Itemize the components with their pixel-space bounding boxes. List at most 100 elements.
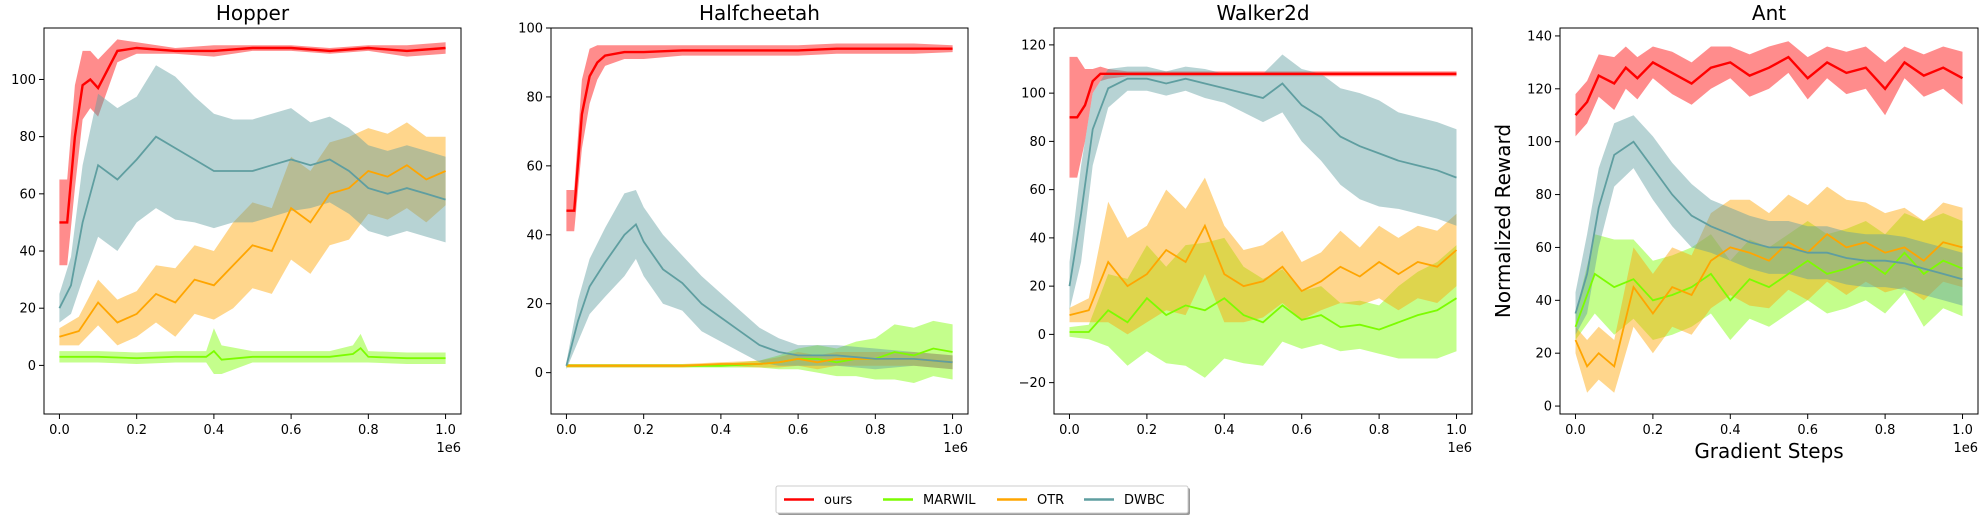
legend-label-otr: OTR xyxy=(1037,493,1064,508)
band-dwbc xyxy=(1575,115,1963,335)
x-tick-label: 0.6 xyxy=(281,423,302,438)
line-dwbc xyxy=(1574,140,1963,314)
y-tick-label: 80 xyxy=(19,130,36,145)
line-dwbc xyxy=(565,222,953,367)
band-marwil xyxy=(59,328,446,374)
y-tick-label: 0 xyxy=(28,359,36,374)
y-tick-label: 100 xyxy=(1527,135,1552,150)
line-dwbc xyxy=(1068,77,1457,287)
line-otr xyxy=(59,164,446,338)
axes-frame xyxy=(1053,27,1473,415)
x-tick-label: 1.0 xyxy=(942,423,963,438)
legend: ours MARWIL OTR DWBC xyxy=(775,485,1190,515)
y-tick-label: −20 xyxy=(1019,376,1046,391)
legend-label-dwbc: DWBC xyxy=(1124,493,1165,508)
x-tick-label: 0.0 xyxy=(49,423,70,438)
x-axis-label: Gradient Steps xyxy=(1694,439,1843,463)
subplot-title: Hopper xyxy=(216,1,290,25)
y-tick-label: 40 xyxy=(19,245,36,260)
subplot-hopper: 0.0 0.2 0.4 0.6 0.8 1.0 0 20 40 60 80 100 1e6 Hopper xyxy=(11,1,462,456)
line-ours xyxy=(566,47,953,212)
x-tick-label: 1.0 xyxy=(1446,423,1467,438)
band-marwil xyxy=(1575,213,1963,340)
x-offset-text: 1e6 xyxy=(943,441,968,456)
band-dwbc xyxy=(566,190,953,370)
x-tick-label: 0.0 xyxy=(1059,423,1080,438)
y-tick-label: 80 xyxy=(1535,188,1552,203)
legend-label-marwil: MARWIL xyxy=(923,493,976,508)
x-offset-text: 1e6 xyxy=(436,441,461,456)
x-tick-label: 0.8 xyxy=(1369,423,1390,438)
x-tick-label: 0.2 xyxy=(633,423,654,438)
y-tick-label: 60 xyxy=(1535,241,1552,256)
y-tick-label: 20 xyxy=(1535,347,1552,362)
x-tick-label: 0.2 xyxy=(126,423,147,438)
band-ours xyxy=(59,39,446,266)
x-tick-label: 0.8 xyxy=(358,423,379,438)
x-tick-label: 0.6 xyxy=(1797,423,1818,438)
x-offset-text: 1e6 xyxy=(1447,441,1472,456)
x-tick-label: 0.0 xyxy=(556,423,577,438)
legend-frame xyxy=(775,485,1189,514)
line-ours xyxy=(1574,55,1964,116)
x-tick-label: 0.6 xyxy=(788,423,809,438)
x-tick-label: 0.8 xyxy=(1875,423,1896,438)
y-tick-label: 80 xyxy=(1029,135,1046,150)
y-tick-label: 60 xyxy=(19,187,36,202)
x-tick-label: 0.8 xyxy=(865,423,886,438)
y-tick-label: 100 xyxy=(11,73,36,88)
y-tick-label: 0 xyxy=(1544,400,1552,415)
subplot-ant: 0.0 0.2 0.4 0.6 0.8 1.0 0 20 40 60 80 100 120 140 1e6 A… xyxy=(1491,1,1979,463)
line-dwbc xyxy=(58,135,446,309)
y-tick-label: 60 xyxy=(526,159,543,174)
subplot-title: Ant xyxy=(1752,1,1786,25)
band-marwil xyxy=(1069,237,1457,378)
x-tick-label: 0.2 xyxy=(1643,423,1664,438)
subplot-title: Halfcheetah xyxy=(699,1,820,25)
line-marwil xyxy=(1574,251,1963,328)
line-marwil xyxy=(1069,296,1457,333)
x-tick-label: 0.4 xyxy=(1214,423,1235,438)
band-otr xyxy=(1575,186,1963,393)
line-otr xyxy=(1574,233,1963,369)
subplot-title: Walker2d xyxy=(1216,1,1309,25)
axes-frame xyxy=(550,27,969,415)
x-tick-label: 1.0 xyxy=(435,423,456,438)
band-otr xyxy=(1069,177,1457,335)
y-tick-label: 40 xyxy=(1535,294,1552,309)
y-tick-label: 120 xyxy=(1021,38,1046,53)
x-tick-label: 0.0 xyxy=(1565,423,1586,438)
line-ours xyxy=(1069,72,1457,119)
x-tick-label: 1.0 xyxy=(1952,423,1973,438)
band-marwil xyxy=(566,320,953,383)
subplot-walker2d: 0.0 0.2 0.4 0.6 0.8 1.0 −20 0 20 40 60 80 100 120 1e6 W… xyxy=(1019,1,1473,456)
y-tick-label: 100 xyxy=(518,22,543,37)
x-tick-label: 0.6 xyxy=(1291,423,1312,438)
axes-frame xyxy=(1559,27,1979,415)
line-ours xyxy=(59,46,446,224)
legend-label-ours: ours xyxy=(824,493,853,508)
band-otr xyxy=(59,122,446,346)
band-ours xyxy=(566,43,953,232)
x-tick-label: 0.4 xyxy=(711,423,732,438)
y-tick-label: 20 xyxy=(19,302,36,317)
x-tick-label: 0.4 xyxy=(204,423,225,438)
x-offset-text: 1e6 xyxy=(1953,441,1978,456)
y-tick-label: 80 xyxy=(526,90,543,105)
y-tick-label: 120 xyxy=(1527,82,1552,97)
x-tick-label: 0.4 xyxy=(1720,423,1741,438)
y-tick-label: 20 xyxy=(526,297,543,312)
y-axis-label: Normalized Reward xyxy=(1491,124,1515,318)
y-tick-label: 0 xyxy=(535,366,543,381)
y-tick-label: 40 xyxy=(526,228,543,243)
axes-frame xyxy=(43,27,462,415)
line-marwil xyxy=(59,346,446,361)
y-tick-label: 0 xyxy=(1038,328,1046,343)
subplot-halfcheetah: 0.0 0.2 0.4 0.6 0.8 1.0 0 20 40 60 80 100 1e6 Halfche… xyxy=(518,1,969,456)
y-tick-label: 60 xyxy=(1029,183,1046,198)
band-ours xyxy=(1575,41,1963,137)
line-otr xyxy=(1069,223,1458,316)
band-dwbc xyxy=(59,65,446,323)
band-dwbc xyxy=(1069,54,1457,311)
